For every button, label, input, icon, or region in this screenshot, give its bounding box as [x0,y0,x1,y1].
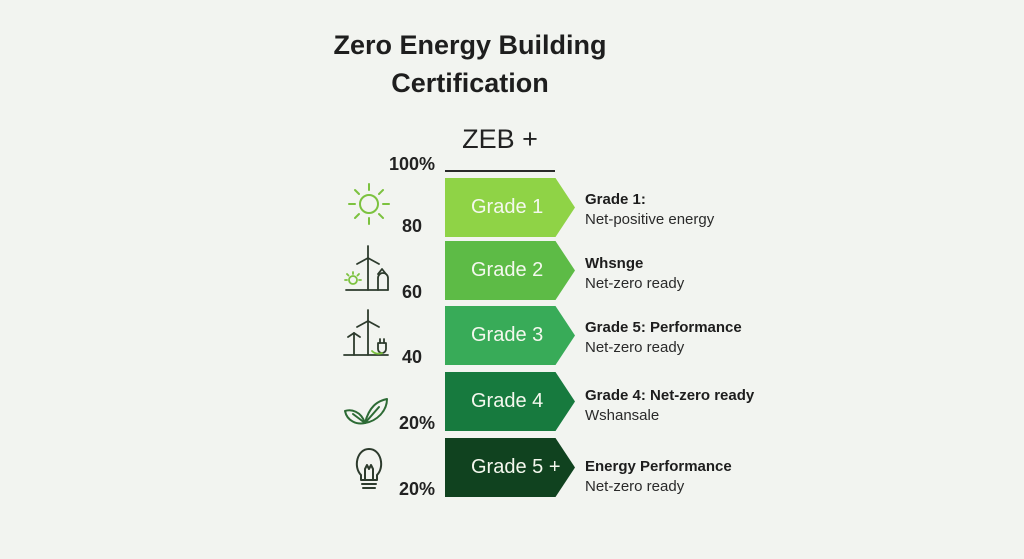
lightbulb-icon [345,445,393,493]
grade-5-arrow: Grade 5 + [445,438,575,497]
grade-1-description: Grade 1: Net-positive energy [585,190,885,230]
grade-1-label: Grade 1 [471,196,544,218]
zeb-plus-header: ZEB + [462,124,538,154]
axis-label-80: 80 [401,216,422,236]
axis-label-60: 60 [401,282,422,302]
grade-1-arrow: Grade 1 [445,178,575,237]
header-underline [445,170,555,172]
grade-4-description: Grade 4: Net-zero ready Wshansale [585,386,885,426]
grade-2-desc-sub: Net-zero ready [585,275,685,292]
grade-2-arrow: Grade 2 [445,241,575,300]
grade-4-desc-title: Grade 4: Net-zero ready [585,387,755,404]
grade-3-arrow: Grade 3 [445,306,575,365]
title-line-2: Certification [391,68,549,98]
page-title: Zero Energy Building Certification [300,26,640,102]
grade-3-label: Grade 3 [471,324,544,346]
grade-2-description: Whsnge Net-zero ready [585,254,885,294]
grade-5-label: Grade 5 + [471,456,561,478]
grade-4-arrow: Grade 4 [445,372,575,431]
wind-turbine-sun-icon [342,244,390,292]
axis-label-40: 40 [401,347,422,367]
axis-label-20b: 20% [398,479,435,499]
grade-4-desc-sub: Wshansale [585,407,660,424]
grade-5-desc-title: Energy Performance [585,458,732,475]
grade-3-desc-title: Grade 5: Performance [585,319,742,336]
sun-icon [345,180,393,228]
grade-2-label: Grade 2 [471,259,544,281]
grade-3-description: Grade 5: Performance Net-zero ready [585,318,885,358]
wind-turbine-plug-icon [342,309,390,357]
title-line-1: Zero Energy Building [333,30,607,60]
grade-5-description: Energy Performance Net-zero ready [585,457,885,497]
leaves-icon [341,381,389,429]
grade-4-label: Grade 4 [471,390,544,412]
grade-1-desc-title: Grade 1: [585,191,646,208]
axis-label-100: 100% [388,154,435,174]
grade-1-desc-sub: Net-positive energy [585,211,715,228]
grade-2-desc-title: Whsnge [585,255,644,272]
axis-label-20a: 20% [398,413,435,433]
grade-5-desc-sub: Net-zero ready [585,478,685,495]
grade-3-desc-sub: Net-zero ready [585,339,685,356]
